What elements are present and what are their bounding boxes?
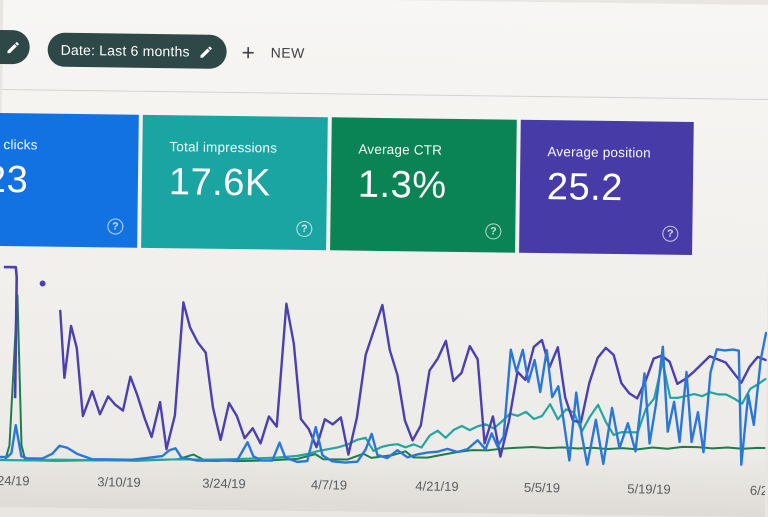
series-start-hook <box>3 265 18 399</box>
metric-value: 17.6K <box>168 161 272 205</box>
metric-label: clicks <box>3 137 38 153</box>
x-tick-label: 5/5/19 <box>523 479 561 496</box>
help-icon[interactable]: ? <box>296 220 313 238</box>
plus-icon <box>242 46 254 58</box>
edit-pencil-icon <box>200 46 212 58</box>
help-icon[interactable]: ? <box>485 223 502 240</box>
new-filter-button[interactable]: NEW <box>238 37 305 68</box>
series-line-purple <box>59 301 767 458</box>
performance-chart[interactable]: 24/19 3/10/19 3/24/19 4/7/19 4/21/19 5/5/19 5/… <box>0 257 768 507</box>
metric-label: Average position <box>547 144 652 161</box>
metric-card-clicks[interactable]: clicks 23 ? <box>0 112 139 248</box>
edit-pencil-icon <box>7 41 19 53</box>
x-tick-label: 4/21/19 <box>415 478 459 494</box>
x-tick-label: 5/19/19 <box>627 481 671 497</box>
metric-label: Total impressions <box>169 139 278 156</box>
x-tick-label: 3/10/19 <box>97 474 141 490</box>
metric-label: Average CTR <box>358 141 443 158</box>
x-tick-label: 3/24/19 <box>202 475 246 492</box>
x-tick-label: 4/7/19 <box>310 477 348 493</box>
help-icon[interactable]: ? <box>107 218 124 235</box>
metric-value: 1.3% <box>357 163 447 207</box>
metric-card-position[interactable]: Average position 25.2 ? <box>519 119 694 256</box>
series-line-green <box>0 294 766 463</box>
x-tick-label: 24/19 <box>0 472 30 489</box>
line-chart-canvas[interactable] <box>0 257 768 479</box>
metric-cards-row: clicks 23 ? Total impressions 17.6K ? Av… <box>0 112 768 256</box>
metric-card-ctr[interactable]: Average CTR 1.3% ? <box>330 117 517 253</box>
metric-card-impressions[interactable]: Total impressions 17.6K ? <box>141 114 328 251</box>
new-filter-label: NEW <box>270 44 305 61</box>
filter-toolbar: Date: Last 6 months NEW <box>0 0 768 99</box>
series-line-blue <box>0 331 768 466</box>
help-icon[interactable]: ? <box>662 225 679 242</box>
metric-value: 25.2 <box>546 166 624 210</box>
date-filter-chip[interactable]: Date: Last 6 months <box>47 32 227 69</box>
isolated-data-point <box>39 280 46 287</box>
filter-chip-partial[interactable] <box>0 29 30 65</box>
x-tick-label: 6/2 <box>749 482 766 499</box>
series-line-teal <box>0 360 767 462</box>
date-filter-label: Date: Last 6 months <box>60 41 190 60</box>
metric-value: 23 <box>0 158 29 202</box>
